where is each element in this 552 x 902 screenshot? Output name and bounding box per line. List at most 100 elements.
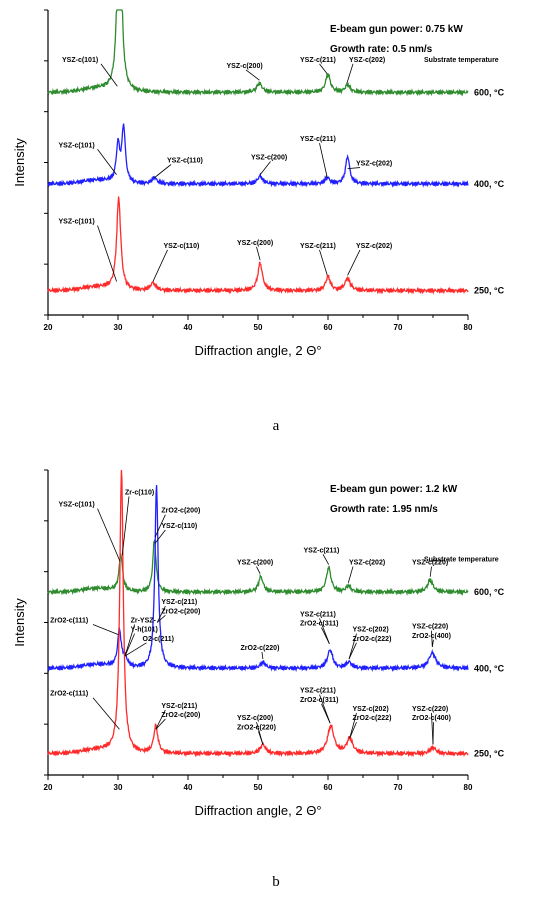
- peak-label: YSZ-c(101): [59, 502, 95, 509]
- series-temperature-label: 600, °C: [474, 87, 505, 97]
- legend-title: Substrate temperature: [424, 557, 499, 564]
- peak-leader-line: [154, 164, 172, 179]
- x-tick-label: 50: [254, 323, 263, 332]
- series-temperature-label: 600, °C: [474, 587, 505, 597]
- peak-label: YSZ-c(200): [237, 715, 273, 722]
- peak-leader-line: [92, 624, 119, 636]
- x-tick-label: 40: [184, 783, 193, 792]
- peak-leader-line: [245, 69, 260, 81]
- peak-label: YSZ-c(101): [59, 219, 95, 226]
- peak-leader-line: [124, 642, 147, 657]
- peak-label: YSZ-c(101): [59, 142, 95, 149]
- peak-leader-line: [346, 63, 354, 84]
- peak-label: YSZ-c(220): [412, 560, 448, 567]
- panel-caption-b: b: [272, 874, 280, 890]
- peak-leader-line: [321, 703, 331, 724]
- series-temperature-label: 250, °C: [474, 286, 505, 296]
- peak-leader-line: [348, 642, 357, 660]
- peak-leader-line: [256, 566, 261, 574]
- peak-leader-line: [429, 566, 432, 577]
- header-line: Growth rate: 0.5 nm/s: [330, 44, 433, 55]
- peak-leader-line: [348, 633, 357, 660]
- xrd-panel-a: 20 30 40 50 60 70 80 Diffraction angle, 2 Θ° Int…: [0, 0, 552, 395]
- peak-label: YSZ-c(211): [304, 547, 340, 554]
- peak-label: YSZ-c(211): [300, 57, 336, 64]
- peak-leader-line: [349, 712, 357, 739]
- x-tick-label: 30: [114, 783, 123, 792]
- peak-label: YSZ-c(202): [349, 560, 385, 567]
- header-line: Growth rate: 1.95 nm/s: [330, 504, 438, 515]
- peak-leader-line: [431, 630, 433, 647]
- peak-label: YSZ-c(211): [300, 688, 336, 695]
- x-tick-label: 50: [254, 783, 263, 792]
- peak-label: ZrO2-c(311): [300, 697, 339, 704]
- legend-title: Substrate temperature: [424, 57, 499, 64]
- peak-label: ZrO2-c(200): [161, 712, 200, 719]
- peak-label: ZrO2-c(220): [241, 645, 280, 652]
- x-tick-label: 20: [44, 783, 53, 792]
- x-axis-title: Diffraction angle, 2 Θ°: [194, 803, 321, 818]
- peak-leader-line: [155, 718, 166, 730]
- peak-leader-line: [322, 554, 330, 565]
- peak-label: ZrO2-c(222): [353, 636, 392, 643]
- peak-label: YSZ-c(202): [353, 627, 389, 634]
- peak-label: YSZ-c(200): [237, 240, 273, 247]
- x-tick-label: 80: [464, 783, 473, 792]
- peak-label: ZrO2-c(222): [353, 715, 392, 722]
- peak-label: YSZ-c(202): [356, 243, 392, 250]
- peak-leader-line: [321, 627, 330, 645]
- peak-leader-line: [124, 633, 135, 657]
- peak-leader-line: [259, 161, 271, 175]
- peak-label: YSZ-c(101): [62, 57, 98, 64]
- peak-leader-line: [156, 606, 166, 623]
- peak-leader-line: [97, 508, 121, 562]
- peak-label: YSZ-c(211): [300, 243, 336, 250]
- peak-leader-line: [347, 167, 361, 169]
- x-tick-label: 70: [394, 323, 403, 332]
- peak-label: ZrO2-c(200): [161, 608, 200, 615]
- series-line-0: [47, 9, 469, 97]
- series-line-2: [47, 469, 469, 758]
- x-tick-label: 80: [464, 323, 473, 332]
- peak-label: Zr-c(110): [125, 489, 154, 496]
- peak-leader-line: [154, 529, 166, 544]
- peak-leader-line: [319, 63, 328, 75]
- peak-label: YSZ-c(110): [164, 243, 200, 250]
- x-axis-title: Diffraction angle, 2 Θ°: [194, 343, 321, 358]
- xrd-chart-b: 20 30 40 50 60 70 80 Diffraction angle, 2 Θ° Int…: [12, 469, 505, 818]
- peak-label: YSZ-c(110): [167, 158, 203, 165]
- peak-label: ZrO2-c(400): [412, 715, 451, 722]
- peak-leader-line: [347, 249, 361, 276]
- peak-label: Y-h(101): [131, 627, 158, 634]
- peak-label: YSZ-c(202): [356, 161, 392, 168]
- peak-label: YSZ-c(220): [412, 624, 448, 631]
- series-line-0: [47, 538, 469, 597]
- peak-label: ZrO2-c(111): [50, 691, 88, 698]
- peak-leader-line: [92, 697, 120, 730]
- peak-label: YSZ-c(211): [300, 611, 336, 618]
- peak-label: YSZ-c(211): [161, 703, 197, 710]
- peak-label: YSZ-c(211): [300, 136, 336, 143]
- series-temperature-label: 250, °C: [474, 749, 505, 759]
- header-line: E-beam gun power: 1.2 kW: [330, 484, 458, 495]
- peak-label: ZrO2-c(220): [237, 724, 276, 731]
- peak-leader-line: [156, 615, 166, 623]
- peak-leader-line: [152, 249, 168, 282]
- peak-leader-line: [261, 651, 264, 660]
- peak-leader-line: [100, 63, 118, 87]
- peak-leader-line: [121, 496, 130, 556]
- series-line-1: [47, 123, 469, 188]
- peak-label: YSZ-c(200): [251, 154, 287, 161]
- xrd-chart-a: 20 30 40 50 60 70 80 Diffraction angle, 2 Θ° Int…: [12, 9, 505, 358]
- header-line: E-beam gun power: 0.75 kW: [330, 24, 463, 35]
- peak-leader-line: [258, 731, 264, 745]
- peak-label: YSZ-c(202): [349, 57, 385, 64]
- x-tick-label: 20: [44, 323, 53, 332]
- peak-leader-line: [319, 249, 328, 276]
- x-tick-label: 40: [184, 323, 193, 332]
- peak-label: YSZ-c(202): [353, 706, 389, 713]
- peak-label: YSZ-c(211): [161, 599, 197, 606]
- x-tick-label: 60: [324, 783, 333, 792]
- peak-leader-line: [431, 639, 434, 647]
- peak-label: Zr-YSZ-: [131, 618, 157, 625]
